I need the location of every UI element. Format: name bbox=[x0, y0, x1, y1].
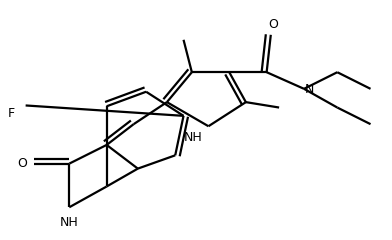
Text: O: O bbox=[17, 157, 27, 170]
Text: NH: NH bbox=[183, 131, 202, 144]
Text: F: F bbox=[8, 107, 15, 120]
Text: O: O bbox=[268, 18, 278, 31]
Text: NH: NH bbox=[60, 216, 79, 228]
Text: N: N bbox=[305, 83, 314, 96]
